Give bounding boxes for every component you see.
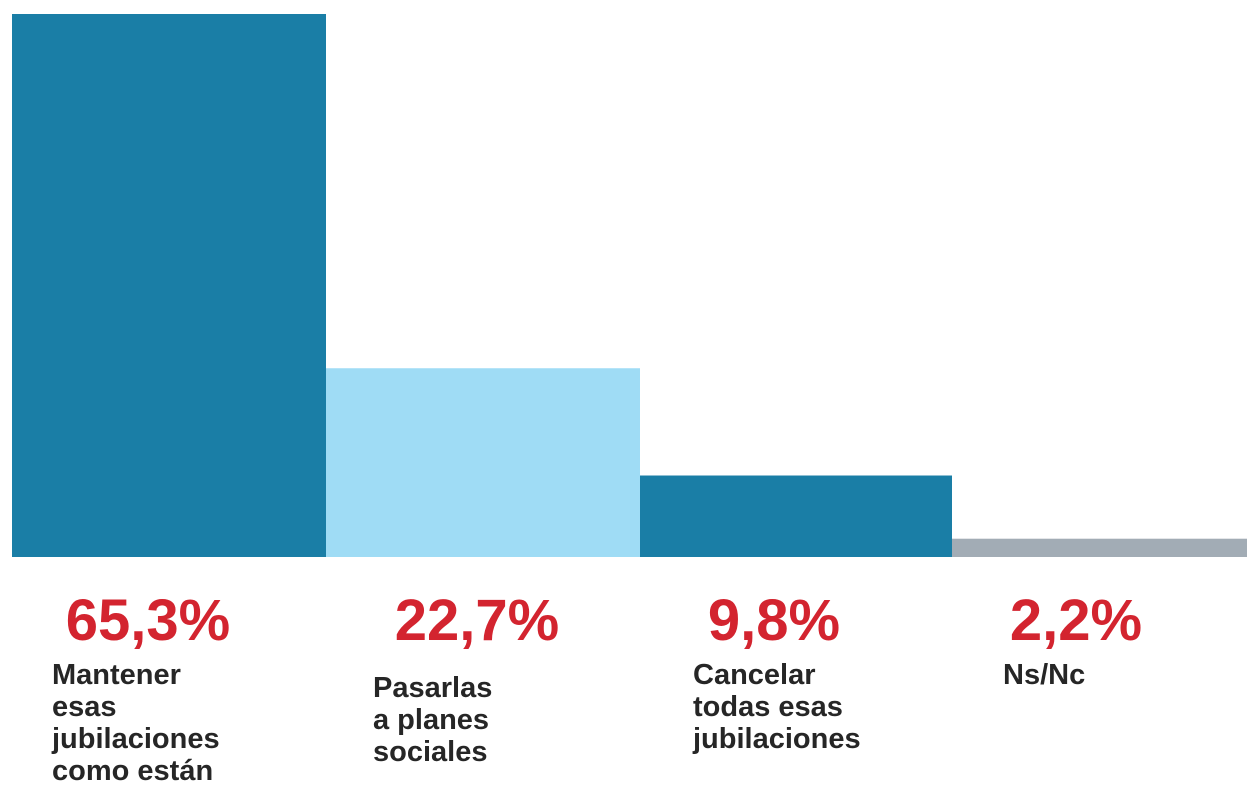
data-label-4: 2,2% <box>1010 588 1142 653</box>
data-label-3: 9,8% <box>708 588 840 653</box>
category-labels-group: Mantener esas jubilaciones como estánPasarl… <box>51 659 1085 787</box>
category-label-3: Cancelar todas esas jubilaciones <box>692 659 861 755</box>
bar-1 <box>12 14 326 557</box>
data-label-1: 65,3% <box>66 588 230 653</box>
category-label-3-line-3: jubilaciones <box>692 723 861 755</box>
bar-2 <box>326 368 640 557</box>
category-label-1-line-1: Mantener <box>52 659 181 691</box>
bar-4 <box>952 538 1247 557</box>
category-label-1-line-2: esas <box>52 691 117 723</box>
bars-group <box>12 14 1247 557</box>
category-label-4: Ns/Nc <box>1003 659 1085 691</box>
category-label-1: Mantener esas jubilaciones como están <box>51 659 220 787</box>
category-label-1-line-3: jubilaciones <box>51 723 220 755</box>
category-label-2-line-2: a planes <box>373 704 489 736</box>
category-label-3-line-1: Cancelar <box>693 659 816 691</box>
category-label-2-line-1: Pasarlas <box>373 672 492 704</box>
category-label-2: Pasarlas a planes sociales <box>373 672 492 768</box>
data-label-2: 22,7% <box>395 588 559 653</box>
value-labels-group: 65,3% 22,7% 9,8% 2,2% <box>66 588 1142 653</box>
bar-3 <box>640 475 952 557</box>
category-label-4-line-1: Ns/Nc <box>1003 659 1085 691</box>
category-label-3-line-2: todas esas <box>693 691 843 723</box>
category-label-2-line-3: sociales <box>373 736 487 768</box>
category-label-1-line-4: como están <box>52 755 213 787</box>
